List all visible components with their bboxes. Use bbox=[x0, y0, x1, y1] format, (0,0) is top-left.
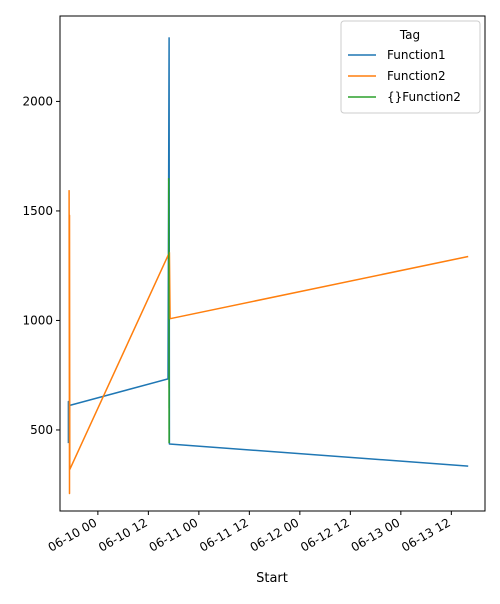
legend-label-3: {}Function2 bbox=[387, 90, 461, 104]
legend-label-1: Function1 bbox=[387, 48, 446, 62]
y-tick-label: 2000 bbox=[22, 94, 53, 108]
x-tick-label: 06-13 00 bbox=[349, 515, 403, 554]
x-axis-label: Start bbox=[256, 571, 288, 586]
legend-title: Tag bbox=[399, 28, 420, 42]
x-tick-label: 06-10 12 bbox=[96, 515, 150, 554]
x-tick-label: 06-10 00 bbox=[46, 515, 100, 554]
x-tick-label: 06-13 12 bbox=[399, 515, 453, 554]
legend: Tag Function1 Function2 {}Function2 bbox=[341, 21, 480, 113]
y-tick-label: 500 bbox=[30, 423, 53, 437]
x-tick-label: 06-12 12 bbox=[298, 515, 352, 554]
y-tick-label: 1500 bbox=[22, 204, 53, 218]
y-axis-ticks: 500 1000 1500 2000 bbox=[22, 94, 60, 437]
x-tick-label: 06-11 00 bbox=[147, 515, 201, 554]
y-tick-label: 1000 bbox=[22, 313, 53, 327]
x-tick-label: 06-11 12 bbox=[197, 515, 251, 554]
legend-label-2: Function2 bbox=[387, 69, 446, 83]
series-line-2 bbox=[69, 190, 468, 493]
x-tick-label: 06-12 00 bbox=[248, 515, 302, 554]
